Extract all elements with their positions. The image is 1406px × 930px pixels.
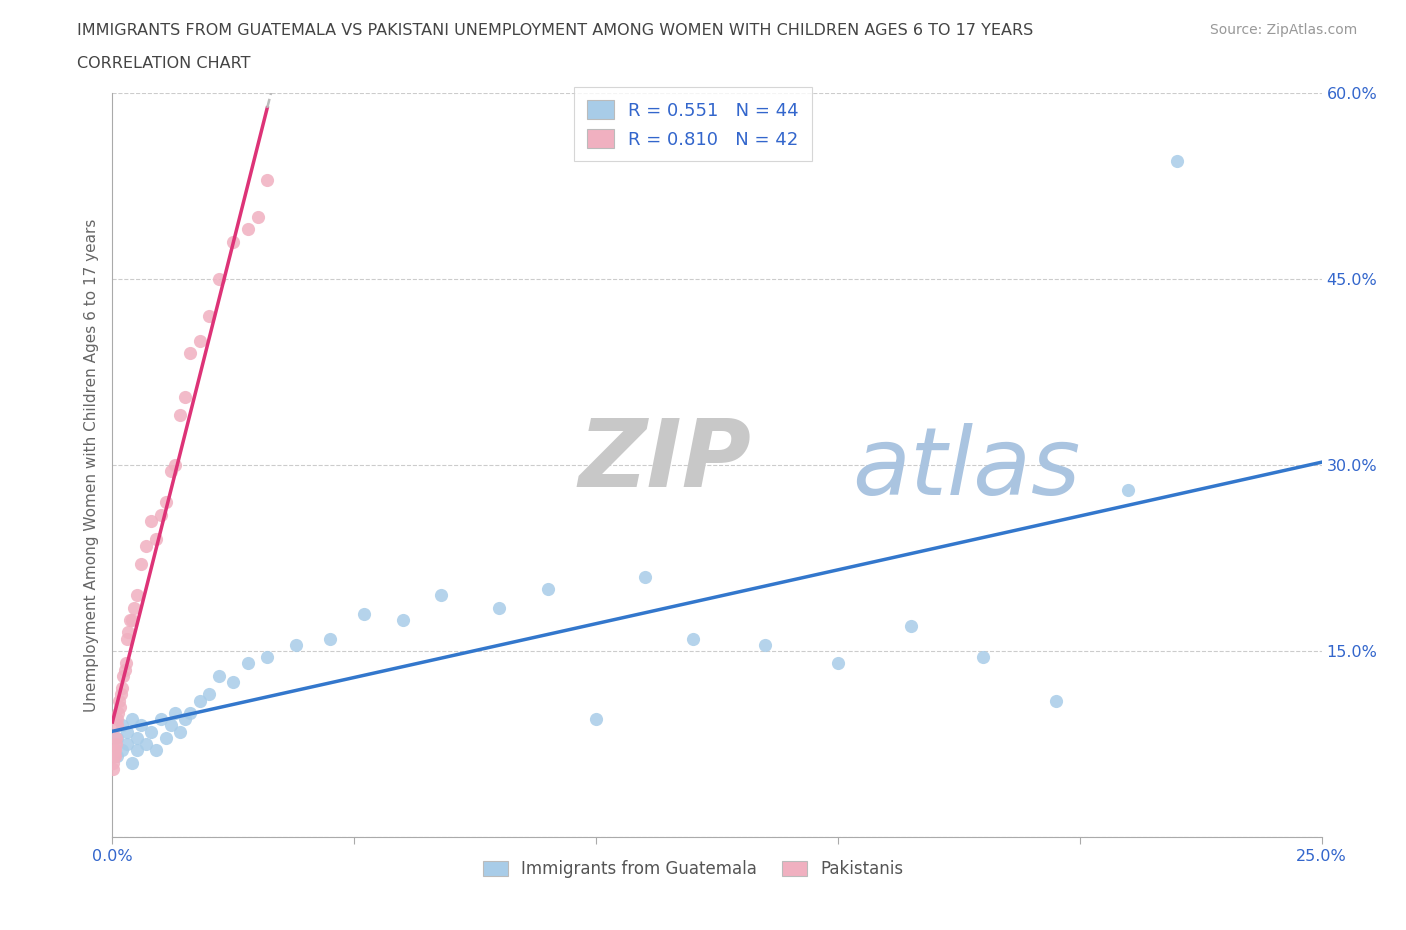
- Point: [125, 743, 148, 758]
- Point: [159, 718, 181, 733]
- Point: [105, 730, 128, 745]
- Point: [1116, 483, 1139, 498]
- Point: [110, 699, 132, 714]
- Y-axis label: Unemployment Among Women with Children Ages 6 to 17 years: Unemployment Among Women with Children A…: [84, 219, 100, 711]
- Point: [145, 743, 167, 758]
- Point: [430, 588, 453, 603]
- Point: [115, 631, 138, 646]
- Point: [103, 749, 125, 764]
- Point: [827, 656, 849, 671]
- Point: [682, 631, 704, 646]
- Point: [121, 755, 143, 770]
- Point: [391, 613, 413, 628]
- Point: [188, 693, 211, 708]
- Point: [107, 706, 129, 721]
- Point: [131, 557, 153, 572]
- Point: [188, 334, 211, 349]
- Point: [114, 662, 136, 677]
- Point: [149, 711, 172, 726]
- Point: [319, 631, 342, 646]
- Point: [222, 674, 245, 689]
- Point: [900, 618, 922, 633]
- Point: [174, 390, 197, 405]
- Point: [179, 706, 201, 721]
- Text: ZIP: ZIP: [578, 416, 751, 507]
- Text: CORRELATION CHART: CORRELATION CHART: [77, 56, 250, 71]
- Point: [141, 513, 163, 528]
- Point: [165, 458, 187, 472]
- Point: [256, 650, 278, 665]
- Point: [103, 743, 125, 758]
- Point: [105, 749, 128, 764]
- Point: [198, 309, 221, 324]
- Text: IMMIGRANTS FROM GUATEMALA VS PAKISTANI UNEMPLOYMENT AMONG WOMEN WITH CHILDREN AG: IMMIGRANTS FROM GUATEMALA VS PAKISTANI U…: [77, 23, 1033, 38]
- Point: [141, 724, 163, 739]
- Point: [256, 172, 278, 187]
- Point: [633, 569, 655, 584]
- Point: [115, 724, 138, 739]
- Point: [585, 711, 607, 726]
- Point: [115, 737, 138, 751]
- Point: [246, 209, 269, 224]
- Point: [125, 730, 148, 745]
- Point: [169, 724, 191, 739]
- Legend: Immigrants from Guatemala, Pakistanis: Immigrants from Guatemala, Pakistanis: [475, 853, 910, 884]
- Point: [165, 706, 187, 721]
- Point: [208, 669, 231, 684]
- Point: [174, 711, 197, 726]
- Point: [222, 234, 245, 249]
- Point: [155, 730, 177, 745]
- Point: [169, 408, 191, 423]
- Point: [208, 272, 231, 286]
- Point: [285, 637, 308, 652]
- Point: [125, 588, 148, 603]
- Point: [103, 755, 125, 770]
- Point: [105, 730, 128, 745]
- Point: [236, 656, 259, 671]
- Point: [1166, 153, 1188, 168]
- Point: [111, 743, 134, 758]
- Point: [104, 737, 127, 751]
- Point: [111, 681, 134, 696]
- Point: [121, 613, 143, 628]
- Point: [488, 600, 510, 615]
- Point: [537, 581, 560, 596]
- Text: atlas: atlas: [852, 423, 1081, 514]
- Point: [179, 346, 201, 361]
- Point: [135, 737, 157, 751]
- Point: [118, 613, 141, 628]
- Point: [135, 538, 157, 553]
- Point: [131, 718, 153, 733]
- Point: [104, 749, 127, 764]
- Point: [105, 718, 128, 733]
- Point: [105, 711, 128, 726]
- Point: [110, 687, 132, 702]
- Point: [122, 600, 145, 615]
- Point: [149, 507, 172, 522]
- Text: Source: ZipAtlas.com: Source: ZipAtlas.com: [1209, 23, 1357, 37]
- Point: [112, 669, 135, 684]
- Point: [104, 743, 127, 758]
- Point: [145, 532, 167, 547]
- Point: [159, 464, 181, 479]
- Point: [1045, 693, 1067, 708]
- Point: [198, 687, 221, 702]
- Point: [111, 718, 134, 733]
- Point: [117, 625, 139, 640]
- Point: [754, 637, 776, 652]
- Point: [108, 693, 131, 708]
- Point: [353, 606, 375, 621]
- Point: [155, 495, 177, 510]
- Point: [236, 222, 259, 237]
- Point: [121, 711, 143, 726]
- Point: [972, 650, 994, 665]
- Point: [101, 762, 124, 777]
- Point: [115, 656, 138, 671]
